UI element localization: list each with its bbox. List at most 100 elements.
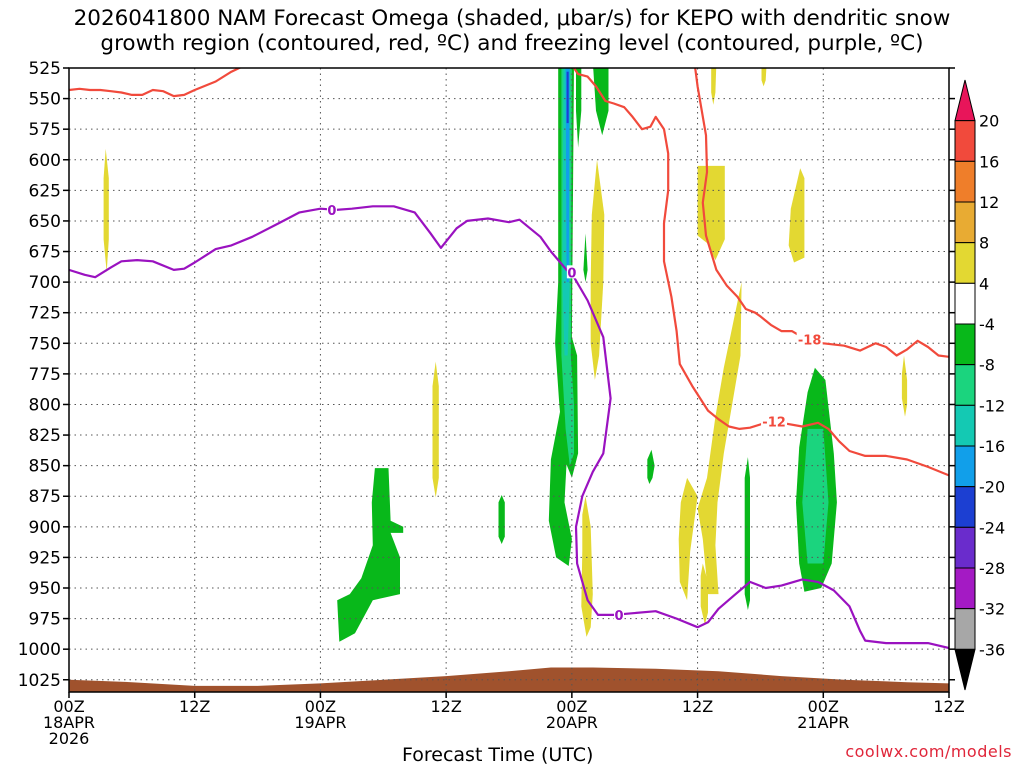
omega-shading-layer <box>103 68 908 642</box>
omega-shade-16 <box>761 68 767 87</box>
colorbar-swatch-11 <box>954 526 976 569</box>
colorbar-cap-bottom <box>954 648 976 691</box>
y-tick-label-600: 600 <box>29 151 61 171</box>
x-tick-label-60-0: 12Z <box>682 697 713 716</box>
x-tick-label-0-2: 2026 <box>49 729 90 748</box>
x-tick-label-48-1: 20APR <box>546 713 598 732</box>
x-tick-label-12-0: 12Z <box>179 697 210 716</box>
colorbar-swatch-10 <box>954 486 976 528</box>
y-tick-label-900: 900 <box>29 518 61 538</box>
x-tick-label-36-0: 12Z <box>430 697 461 716</box>
chart-title-line-1: 2026041800 NAM Forecast Omega (shaded, μ… <box>73 6 951 31</box>
omega-shade-0 <box>103 148 109 273</box>
y-tick-label-775: 775 <box>29 365 61 385</box>
omega-shade-20 <box>678 477 698 601</box>
colorbar-swatch-7 <box>954 364 976 406</box>
colorbar-swatch-8 <box>954 404 976 447</box>
x-tick-label-48-0: 00Z <box>556 697 587 716</box>
y-tick-label-525: 525 <box>29 59 61 79</box>
colorbar-swatch-3 <box>954 201 976 244</box>
omega-shade-21 <box>700 563 708 625</box>
colorbar-label-2: 12 <box>979 193 999 212</box>
colorbar-swatch-1 <box>954 120 976 162</box>
omega-shade-1 <box>432 361 439 498</box>
contour-label-bg-1 <box>566 265 577 279</box>
colorbar-swatch-4 <box>954 242 976 284</box>
omega-shade-14 <box>581 496 593 637</box>
y-tick-label-875: 875 <box>29 487 61 507</box>
y-tick-label-800: 800 <box>29 395 61 415</box>
colorbar-label-8: -16 <box>979 437 1005 456</box>
colorbar-label-11: -28 <box>979 559 1005 578</box>
omega-shade-13 <box>590 159 605 380</box>
omega-shade-19 <box>697 282 742 595</box>
colorbar-swatch-2 <box>954 160 976 203</box>
colorbar-swatch-12 <box>954 567 976 610</box>
chart-title: 2026041800 NAM Forecast Omega (shaded, μ… <box>0 6 1024 56</box>
colorbar-label-5: -4 <box>979 315 995 334</box>
omega-shade-9 <box>566 71 569 124</box>
omega-shade-3 <box>498 495 505 544</box>
contour-1 <box>69 68 242 98</box>
omega-shade-25 <box>802 428 829 564</box>
y-tick-label-650: 650 <box>29 212 61 232</box>
contour-label-3: -18 <box>798 334 822 349</box>
colorbar-swatch-5 <box>954 282 976 325</box>
axis-layer: 525 550 575 600 625 650 675 700 725 750 775 800 825 8… <box>18 59 965 748</box>
omega-shade-26 <box>901 355 908 417</box>
y-tick-label-700: 700 <box>29 273 61 293</box>
x-axis-title: Forecast Time (UTC) <box>402 744 594 766</box>
colorbar-cap-top <box>954 79 976 122</box>
contour-label-4: -12 <box>762 416 786 431</box>
y-tick-label-975: 975 <box>29 610 61 630</box>
contour-label-bg-3 <box>796 332 823 346</box>
y-tick-label-550: 550 <box>29 90 61 110</box>
contour-label-1: 0 <box>567 266 576 281</box>
contour-label-layer: 0 0 0 -18 -12 <box>326 202 823 624</box>
omega-shade-12 <box>583 233 588 283</box>
y-tick-label-950: 950 <box>29 579 61 599</box>
colorbar-label-7: -12 <box>979 396 1005 415</box>
contour-label-0: 0 <box>327 204 336 219</box>
omega-shade-2 <box>337 468 404 642</box>
x-tick-label-84-0: 12Z <box>933 697 964 716</box>
x-tick-label-72-0: 00Z <box>808 697 839 716</box>
x-tick-label-24-0: 00Z <box>305 697 336 716</box>
colorbar-label-13: -36 <box>979 640 1005 659</box>
contour-0 <box>69 205 949 650</box>
contour-label-bg-0 <box>326 202 337 216</box>
contour-layer <box>69 68 949 650</box>
colorbar-label-12: -32 <box>979 600 1005 619</box>
y-tick-label-675: 675 <box>29 243 61 263</box>
contour-label-2: 0 <box>614 609 623 624</box>
x-tick-label-72-1: 21APR <box>797 713 849 732</box>
colorbar-label-1: 16 <box>979 152 999 171</box>
colorbar: 20 16 12 8 4 -4 -8 -12 -16 -20 -24 -28 -32 -36 <box>954 79 1005 691</box>
omega-shade-18 <box>788 168 805 263</box>
omega-shade-15 <box>711 68 717 105</box>
contour-2 <box>572 68 949 477</box>
contour-3 <box>694 68 949 358</box>
colorbar-swatch-6 <box>954 323 976 366</box>
y-tick-label-825: 825 <box>29 426 61 446</box>
omega-shade-17 <box>697 165 725 261</box>
grid-layer <box>69 67 949 692</box>
y-tick-label-1025: 1025 <box>18 671 61 691</box>
contour-label-bg-2 <box>614 607 624 621</box>
omega-shade-22 <box>647 449 655 484</box>
credit-link[interactable]: coolwx.com/models <box>845 742 1012 761</box>
colorbar-label-9: -20 <box>979 478 1005 497</box>
y-tick-label-575: 575 <box>29 120 61 140</box>
x-tick-label-0-0: 00Z <box>53 697 84 716</box>
colorbar-label-6: -8 <box>979 356 995 375</box>
omega-shade-23 <box>744 457 750 610</box>
y-tick-label-625: 625 <box>29 181 61 201</box>
omega-shade-11 <box>593 68 609 136</box>
y-tick-label-725: 725 <box>29 304 61 324</box>
y-tick-label-850: 850 <box>29 457 61 477</box>
chart-title-line-2: growth region (contoured, red, ºC) and f… <box>100 31 924 56</box>
colorbar-swatch-13 <box>954 608 976 650</box>
colorbar-label-3: 8 <box>979 234 989 253</box>
x-tick-label-0-1: 18APR <box>43 713 95 732</box>
